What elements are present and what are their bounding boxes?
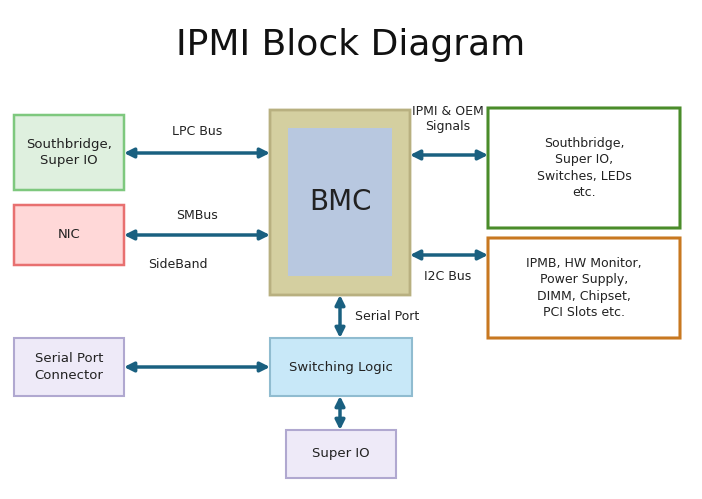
Text: Switching Logic: Switching Logic [289,360,393,373]
FancyBboxPatch shape [14,115,124,190]
Text: Serial Port: Serial Port [355,310,419,323]
FancyBboxPatch shape [270,338,412,396]
Text: NIC: NIC [58,229,80,242]
Text: Super IO: Super IO [312,448,370,461]
FancyBboxPatch shape [286,430,396,478]
Text: Southbridge,
Super IO,
Switches, LEDs
etc.: Southbridge, Super IO, Switches, LEDs et… [536,137,631,199]
FancyBboxPatch shape [488,238,680,338]
Text: Southbridge,
Super IO: Southbridge, Super IO [26,138,112,167]
Text: IPMI & OEM
Signals: IPMI & OEM Signals [412,105,484,133]
Text: SMBus: SMBus [176,209,218,222]
FancyBboxPatch shape [270,110,410,295]
FancyBboxPatch shape [14,205,124,265]
FancyBboxPatch shape [488,108,680,228]
Text: LPC Bus: LPC Bus [172,125,222,138]
Text: SideBand: SideBand [148,258,208,271]
Text: BMC: BMC [309,188,371,216]
Text: IPMB, HW Monitor,
Power Supply,
DIMM, Chipset,
PCI Slots etc.: IPMB, HW Monitor, Power Supply, DIMM, Ch… [526,257,642,319]
Text: IPMI Block Diagram: IPMI Block Diagram [176,28,526,62]
Text: Serial Port
Connector: Serial Port Connector [34,352,103,382]
FancyBboxPatch shape [288,128,392,276]
Text: I2C Bus: I2C Bus [425,270,472,283]
FancyBboxPatch shape [14,338,124,396]
